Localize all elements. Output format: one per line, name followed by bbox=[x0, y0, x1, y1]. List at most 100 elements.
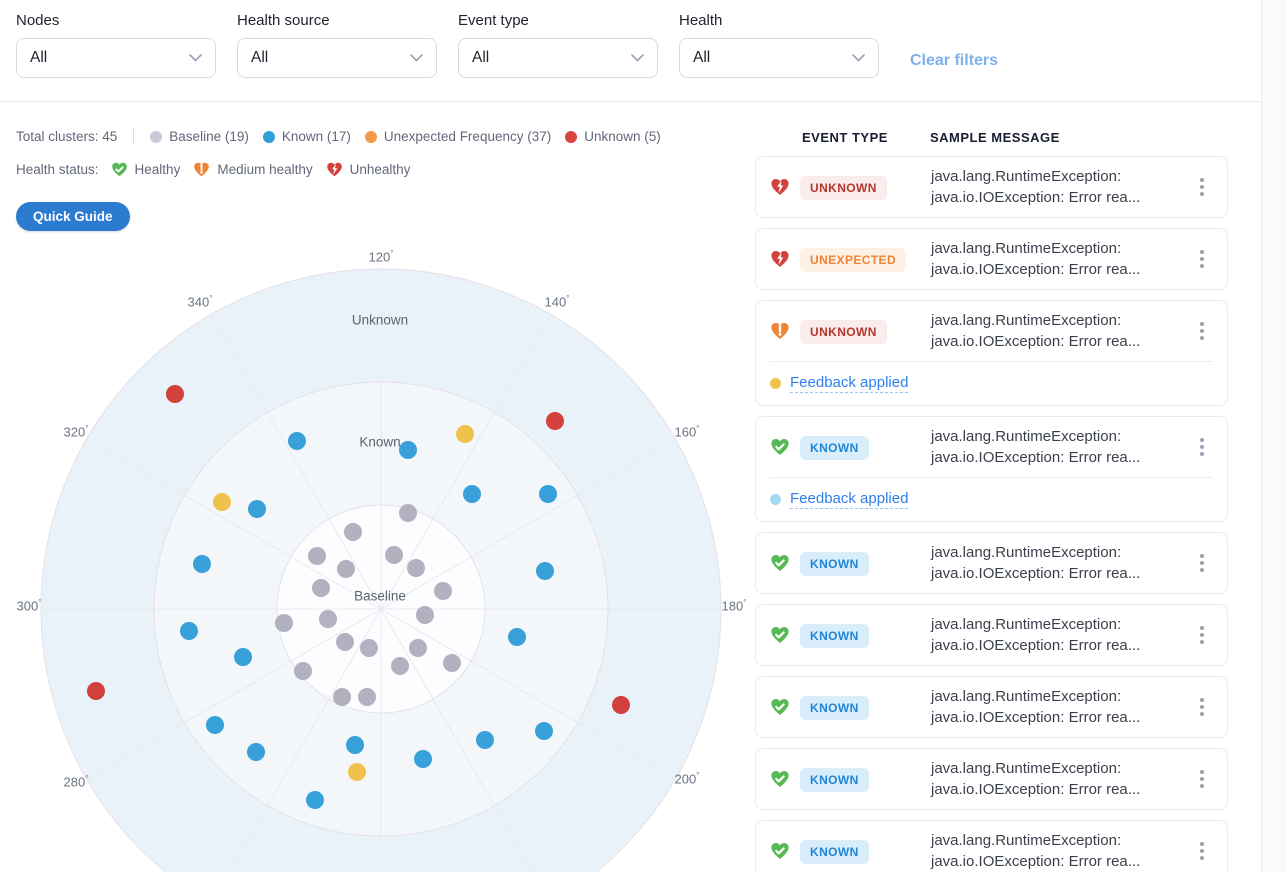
event-row-main: UNKNOWN java.lang.RuntimeException: java… bbox=[756, 157, 1227, 217]
chart-point-known[interactable] bbox=[414, 750, 432, 768]
chart-point-baseline[interactable] bbox=[308, 547, 326, 565]
chart-point-baseline[interactable] bbox=[409, 639, 427, 657]
chart-point-known[interactable] bbox=[535, 722, 553, 740]
chart-point-known[interactable] bbox=[399, 441, 417, 459]
chart-point-baseline[interactable] bbox=[333, 688, 351, 706]
chart-point-baseline[interactable] bbox=[275, 614, 293, 632]
chart-point-known[interactable] bbox=[248, 500, 266, 518]
health-icon-slot bbox=[770, 553, 790, 573]
kebab-menu-icon[interactable] bbox=[1189, 434, 1215, 460]
chart-point-baseline[interactable] bbox=[344, 523, 362, 541]
chart-point-unknown[interactable] bbox=[612, 696, 630, 714]
chart-point-known[interactable] bbox=[193, 555, 211, 573]
filter-nodes: Nodes All bbox=[16, 12, 216, 78]
event-type-dropdown[interactable]: All bbox=[458, 38, 658, 78]
kebab-menu-icon[interactable] bbox=[1189, 174, 1215, 200]
chart-point-known[interactable] bbox=[247, 743, 265, 761]
feedback-applied-link[interactable]: Feedback applied bbox=[790, 374, 909, 393]
chart-point-baseline[interactable] bbox=[312, 579, 330, 597]
vertical-scrollbar[interactable] bbox=[1261, 0, 1286, 872]
chart-point-baseline[interactable] bbox=[319, 610, 337, 628]
quick-guide-button[interactable]: Quick Guide bbox=[16, 202, 130, 231]
event-row[interactable]: UNEXPECTED java.lang.RuntimeException: j… bbox=[755, 228, 1228, 290]
health-legend-item: Unhealthy bbox=[326, 161, 410, 178]
chart-point-baseline[interactable] bbox=[385, 546, 403, 564]
event-row[interactable]: UNKNOWN java.lang.RuntimeException: java… bbox=[755, 156, 1228, 218]
chart-point-known[interactable] bbox=[180, 622, 198, 640]
zone-label: Unknown bbox=[352, 313, 408, 328]
chart-point-unknown[interactable] bbox=[87, 682, 105, 700]
chart-point-baseline[interactable] bbox=[407, 559, 425, 577]
chart-point-baseline[interactable] bbox=[294, 662, 312, 680]
feedback-applied-link[interactable]: Feedback applied bbox=[790, 490, 909, 509]
event-row[interactable]: KNOWN java.lang.RuntimeException: java.i… bbox=[755, 748, 1228, 810]
chart-point-known[interactable] bbox=[234, 648, 252, 666]
health-source-dropdown[interactable]: All bbox=[237, 38, 437, 78]
event-row[interactable]: KNOWN java.lang.RuntimeException: java.i… bbox=[755, 820, 1228, 872]
chart-point-baseline[interactable] bbox=[337, 560, 355, 578]
event-row-main: UNEXPECTED java.lang.RuntimeException: j… bbox=[756, 229, 1227, 289]
nodes-dropdown[interactable]: All bbox=[16, 38, 216, 78]
event-row[interactable]: UNKNOWN java.lang.RuntimeException: java… bbox=[755, 300, 1228, 406]
clear-filters-link[interactable]: Clear filters bbox=[910, 52, 999, 69]
event-row[interactable]: KNOWN java.lang.RuntimeException: java.i… bbox=[755, 604, 1228, 666]
chart-point-baseline[interactable] bbox=[416, 606, 434, 624]
chart-point-known[interactable] bbox=[306, 791, 324, 809]
chart-point-unknown[interactable] bbox=[546, 412, 564, 430]
sample-message: java.lang.RuntimeException: java.io.IOEx… bbox=[931, 428, 1141, 466]
kebab-menu-icon[interactable] bbox=[1189, 318, 1215, 344]
event-row-main: KNOWN java.lang.RuntimeException: java.i… bbox=[756, 749, 1227, 809]
chart-point-known[interactable] bbox=[346, 736, 364, 754]
legend-dot-icon bbox=[565, 130, 578, 143]
chart-point-baseline[interactable] bbox=[360, 639, 378, 657]
chart-point-known[interactable] bbox=[206, 716, 224, 734]
chart-point-known[interactable] bbox=[288, 432, 306, 450]
event-row[interactable]: KNOWN java.lang.RuntimeException: java.i… bbox=[755, 676, 1228, 738]
kebab-menu-icon[interactable] bbox=[1189, 838, 1215, 864]
medium-heart-icon bbox=[771, 323, 789, 339]
sample-message: java.lang.RuntimeException: java.io.IOEx… bbox=[931, 168, 1141, 206]
angle-tick-label: 160° bbox=[675, 424, 700, 439]
kebab-menu-icon[interactable] bbox=[1189, 766, 1215, 792]
event-row[interactable]: KNOWN java.lang.RuntimeException: java.i… bbox=[755, 416, 1228, 522]
sample-message: java.lang.RuntimeException: java.io.IOEx… bbox=[931, 832, 1141, 870]
kebab-menu-icon[interactable] bbox=[1189, 694, 1215, 720]
healthy-heart-icon bbox=[111, 162, 127, 177]
chart-point-baseline[interactable] bbox=[443, 654, 461, 672]
chart-point-unexpected-frequency[interactable] bbox=[456, 425, 474, 443]
chart-point-baseline[interactable] bbox=[358, 688, 376, 706]
chart-point-baseline[interactable] bbox=[391, 657, 409, 675]
chart-point-known[interactable] bbox=[463, 485, 481, 503]
kebab-menu-icon[interactable] bbox=[1189, 622, 1215, 648]
chart-point-known[interactable] bbox=[476, 731, 494, 749]
feedback-row: Feedback applied bbox=[770, 361, 1213, 405]
spoke-line bbox=[380, 438, 676, 610]
chart-point-baseline[interactable] bbox=[336, 633, 354, 651]
chart-point-known[interactable] bbox=[539, 485, 557, 503]
cluster-legend: Baseline (19) Known (17) Unexpected Freque… bbox=[150, 129, 661, 144]
feedback-dot-icon bbox=[770, 378, 781, 389]
chart-point-unknown[interactable] bbox=[166, 385, 184, 403]
spoke-line bbox=[228, 608, 382, 872]
chart-point-baseline[interactable] bbox=[434, 582, 452, 600]
spoke-line bbox=[380, 608, 534, 872]
event-row-main: KNOWN java.lang.RuntimeException: java.i… bbox=[756, 417, 1227, 477]
unhealthy-heart-icon bbox=[771, 179, 789, 195]
chart-point-unexpected-frequency[interactable] bbox=[213, 493, 231, 511]
total-clusters-label: Total clusters: 45 bbox=[16, 129, 118, 144]
chart-point-baseline[interactable] bbox=[399, 504, 417, 522]
spoke-line bbox=[380, 608, 676, 780]
feedback-row: Feedback applied bbox=[770, 477, 1213, 521]
event-row[interactable]: KNOWN java.lang.RuntimeException: java.i… bbox=[755, 532, 1228, 594]
chart-point-known[interactable] bbox=[508, 628, 526, 646]
health-dropdown[interactable]: All bbox=[679, 38, 879, 78]
kebab-menu-icon[interactable] bbox=[1189, 550, 1215, 576]
filter-label: Health bbox=[679, 12, 723, 29]
kebab-menu-icon[interactable] bbox=[1189, 246, 1215, 272]
chart-point-known[interactable] bbox=[536, 562, 554, 580]
filter-event-type: Event type All bbox=[458, 12, 658, 78]
chart-point-unexpected-frequency[interactable] bbox=[348, 763, 366, 781]
chevron-down-icon bbox=[631, 54, 644, 62]
sample-message: java.lang.RuntimeException: java.io.IOEx… bbox=[931, 688, 1141, 726]
